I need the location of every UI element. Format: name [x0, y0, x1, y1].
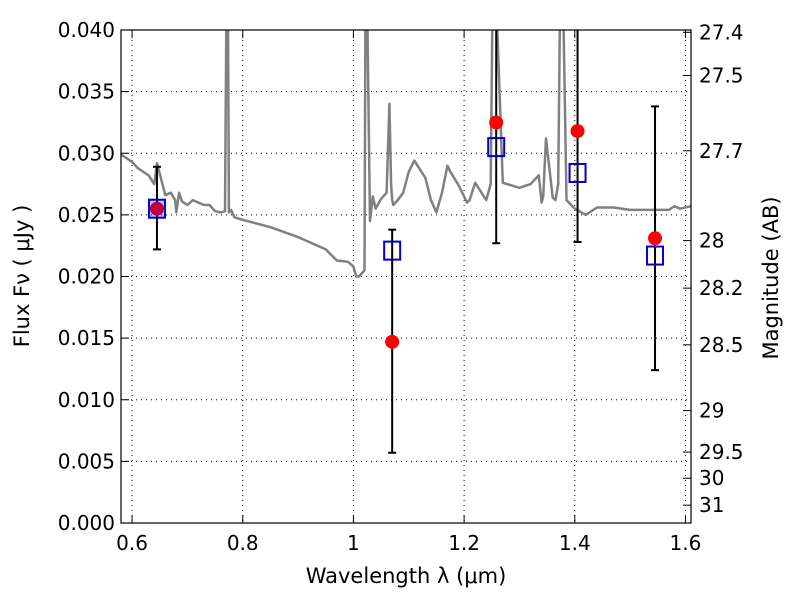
model-point: [147, 198, 166, 219]
x-tick-label: 1: [347, 531, 360, 555]
x-axis-label: Wavelength λ (μm): [306, 564, 507, 588]
model-point: [568, 162, 587, 183]
y2-tick-label: 27.5: [699, 63, 744, 87]
observed-point: [489, 115, 504, 130]
x-tick-label: 1.2: [448, 531, 480, 555]
x-tick-label: 1.6: [670, 531, 702, 555]
axes: 0.6 0.8 1 1.2 1.4 1.6 0.000 0.005 0.010 0.015 0.02…: [58, 18, 744, 555]
y2-tick-label: 29: [699, 399, 724, 423]
model-point: [646, 245, 665, 266]
y-tick-label: 0.040: [58, 18, 115, 42]
y-tick-label: 0.005: [58, 449, 115, 473]
y-tick-label: 0.000: [58, 511, 115, 535]
y-tick-label: 0.020: [58, 265, 115, 289]
observed-point: [570, 124, 585, 139]
data-layer: [121, 30, 691, 454]
y-tick-label: 0.035: [58, 80, 115, 104]
x-tick-label: 0.8: [227, 531, 259, 555]
y2-tick-label: 28: [699, 229, 724, 253]
y2-tick-label: 30: [699, 466, 724, 490]
y-tick-label: 0.015: [58, 326, 115, 350]
y2-tick-label: 27.4: [699, 20, 744, 44]
y-tick-label: 0.030: [58, 141, 115, 165]
y-axis-label: Flux Fν ( μJy ): [10, 205, 34, 348]
observed-point: [648, 231, 663, 246]
grid: [121, 30, 691, 523]
y2-tick-label: 29.5: [699, 440, 744, 464]
x-tick-label: 0.6: [116, 531, 148, 555]
observed-point: [149, 201, 164, 216]
y-tick-label: 0.010: [58, 388, 115, 412]
model-point: [383, 240, 402, 261]
y-tick-label: 0.025: [58, 203, 115, 227]
y2-tick-label: 31: [699, 493, 724, 517]
spectrum-line: [121, 30, 691, 278]
y2-tick-label: 27.7: [699, 139, 744, 163]
model-point: [487, 137, 506, 158]
y2-axis-label: Magnitude (AB): [759, 196, 783, 359]
observed-point: [385, 334, 400, 349]
y2-tick-label: 28.5: [699, 333, 744, 357]
x-tick-label: 1.4: [559, 531, 591, 555]
y2-tick-label: 28.2: [699, 276, 744, 300]
